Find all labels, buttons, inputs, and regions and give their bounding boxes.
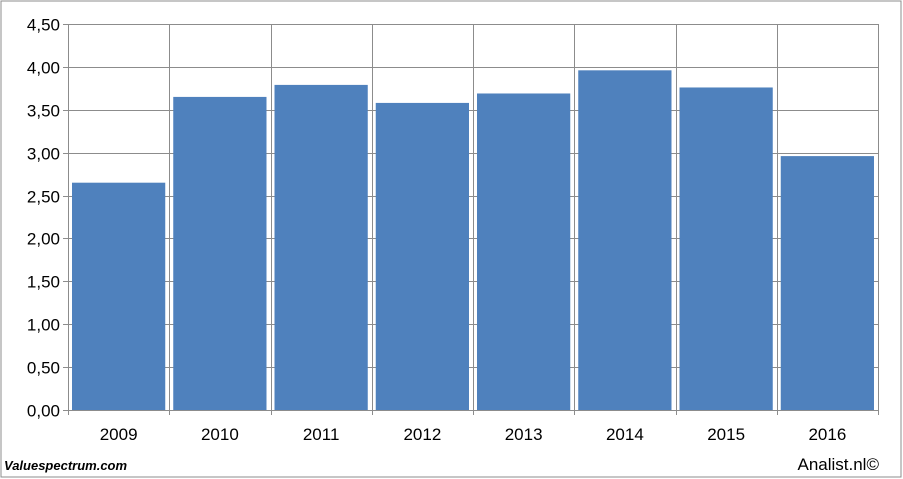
y-tick-labels: 0,00 0,50 1,00 1,50 2,00 2,50 3,00 3,50 4,00 4,50: [27, 16, 60, 421]
x-tick-label: 2010: [201, 425, 239, 444]
x-tick-label: 2015: [707, 425, 745, 444]
bar-2015: [679, 87, 773, 410]
bar-2010: [173, 96, 267, 411]
x-tick-label: 2016: [808, 425, 846, 444]
x-tick-label: 2009: [100, 425, 138, 444]
bar-2009: [72, 182, 166, 410]
bar-2011: [274, 84, 368, 410]
source-credit-left: Valuespectrum.com: [4, 458, 128, 473]
y-tick-label: 4,00: [27, 59, 60, 78]
x-tick-label: 2011: [303, 425, 340, 444]
x-tick-label: 2013: [505, 425, 543, 444]
y-tick-label: 0,50: [27, 359, 60, 378]
y-tick-label: 3,00: [27, 145, 60, 164]
y-tick-label: 1,00: [27, 316, 60, 335]
x-tick-labels: 2009 2010 2011 2012 2013 2014 2015 2016: [100, 425, 847, 444]
bar-series: [72, 70, 874, 411]
bar-2013: [477, 93, 571, 410]
y-tick-label: 3,50: [27, 102, 60, 121]
x-tick-label: 2012: [403, 425, 441, 444]
x-tick-label: 2014: [606, 425, 644, 444]
bar-2014: [578, 70, 672, 410]
y-tick-label: 2,50: [27, 188, 60, 207]
axes: [63, 24, 879, 415]
source-credit-right: Analist.nl©: [797, 455, 879, 474]
bar-2012: [375, 102, 469, 410]
y-tick-label: 1,50: [27, 273, 60, 292]
bar-2016: [780, 156, 874, 410]
y-tick-label: 4,50: [27, 16, 60, 35]
y-tick-label: 0,00: [27, 402, 60, 421]
y-tick-label: 2,00: [27, 230, 60, 249]
